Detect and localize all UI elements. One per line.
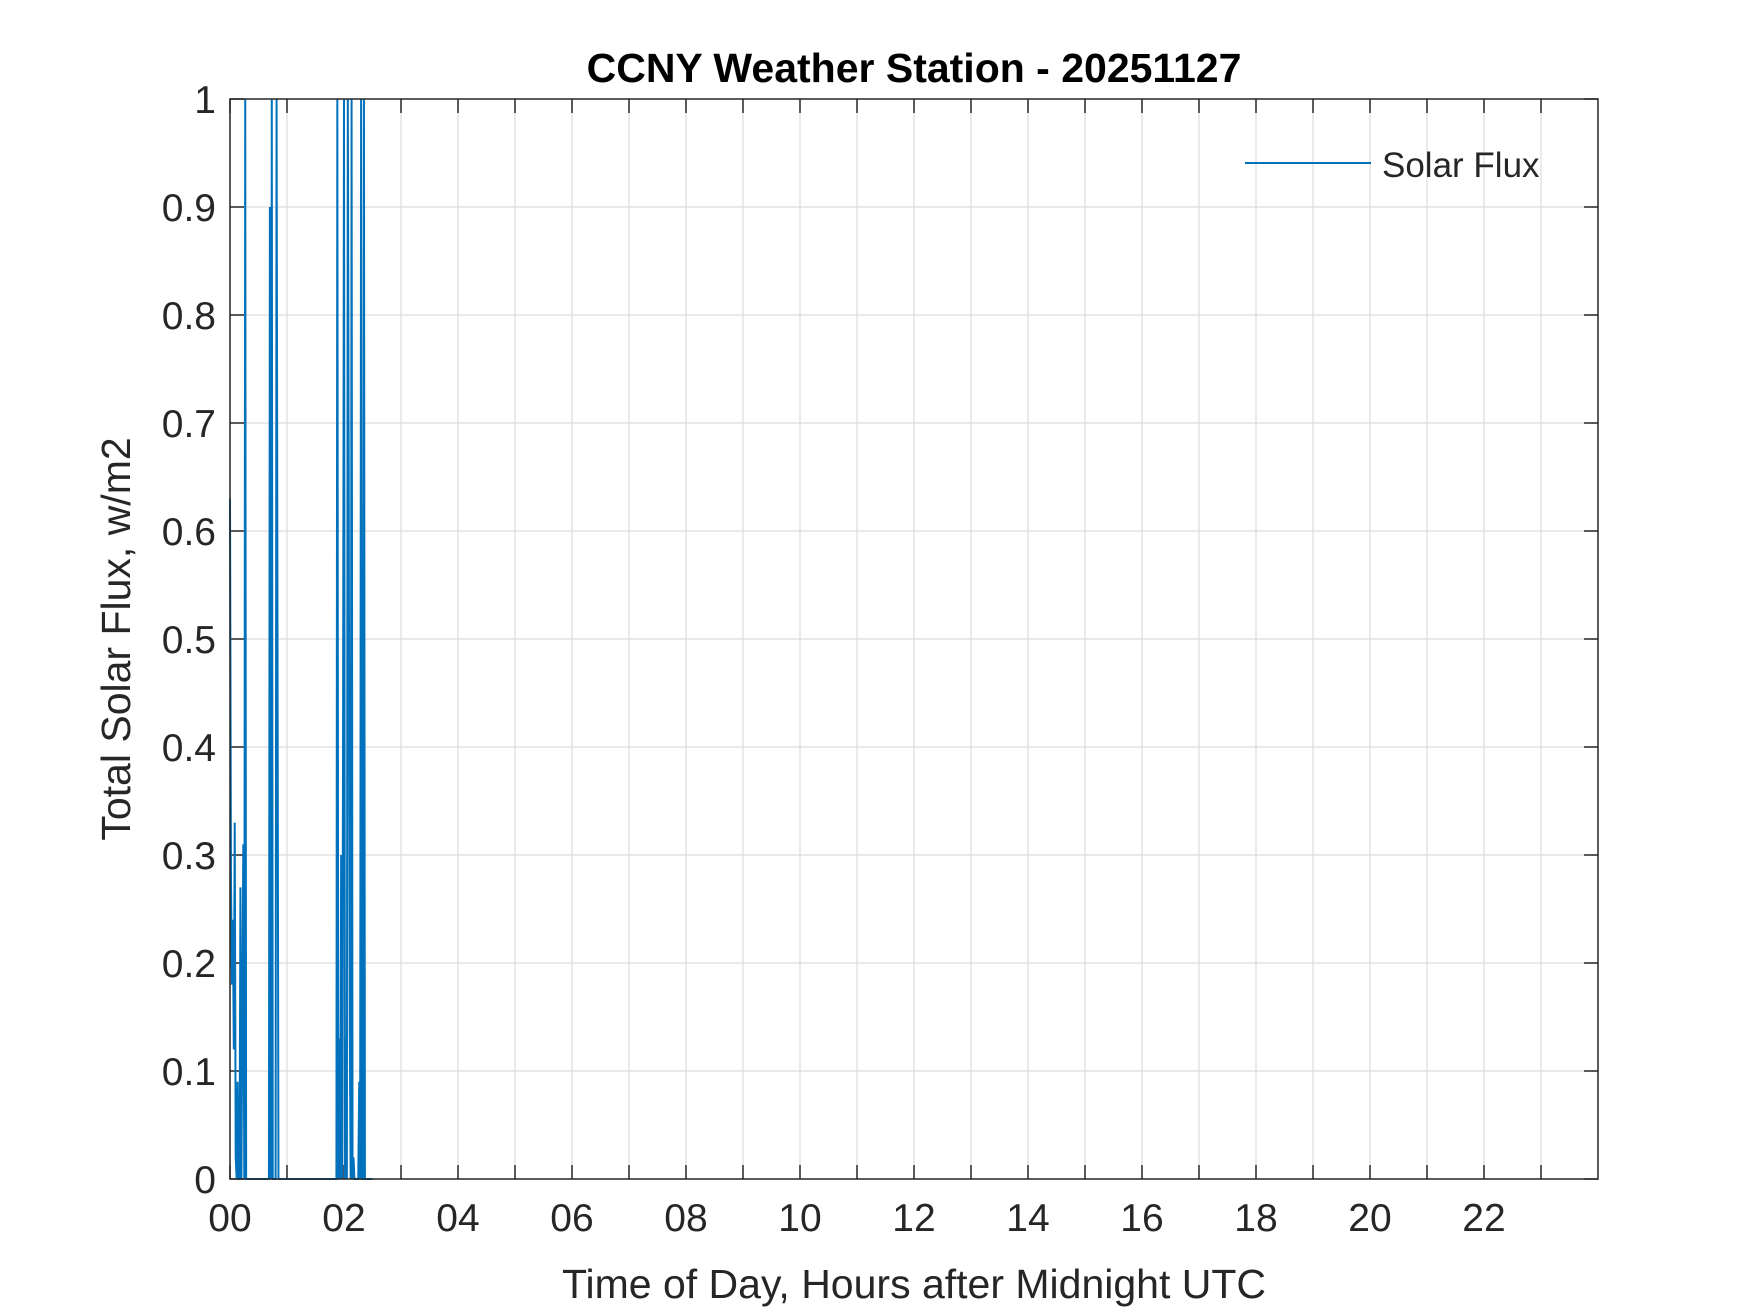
chart-title: CCNY Weather Station - 20251127 [587, 45, 1242, 91]
x-tick-label: 00 [208, 1197, 251, 1240]
x-tick-label: 20 [1348, 1197, 1391, 1240]
y-tick-label: 1 [194, 79, 216, 122]
x-tick-label: 12 [892, 1197, 935, 1240]
x-tick-label: 14 [1006, 1197, 1049, 1240]
y-tick-label: 0.3 [162, 835, 216, 878]
x-tick-label: 22 [1462, 1197, 1505, 1240]
axis-ticks [229, 98, 1598, 1180]
y-tick-label: 0 [194, 1159, 216, 1202]
grid-lines [229, 99, 1598, 1179]
y-axis-label: Total Solar Flux, w/m2 [93, 437, 139, 840]
x-tick-label: 18 [1234, 1197, 1277, 1240]
y-tick-label: 0.5 [162, 619, 216, 662]
x-tick-label: 16 [1120, 1197, 1163, 1240]
x-tick-label: 10 [778, 1197, 821, 1240]
x-axis-label: Time of Day, Hours after Midnight UTC [562, 1261, 1266, 1307]
legend: Solar Flux [1245, 146, 1540, 185]
x-tick-labels: 00 02 04 06 08 10 12 14 16 18 20 22 [208, 1197, 1505, 1240]
y-tick-label: 0.2 [162, 943, 216, 986]
y-tick-labels: 0 0.1 0.2 0.3 0.4 0.5 0.6 0.7 0.8 0.9 1 [162, 79, 216, 1202]
axes-box [229, 98, 1599, 1180]
y-tick-label: 0.1 [162, 1051, 216, 1094]
y-tick-label: 0.6 [162, 511, 216, 554]
x-tick-label: 08 [664, 1197, 707, 1240]
x-tick-label: 02 [322, 1197, 365, 1240]
y-tick-label: 0.4 [162, 727, 216, 770]
y-tick-label: 0.9 [162, 187, 216, 230]
legend-label-solar-flux: Solar Flux [1382, 146, 1540, 185]
x-tick-label: 04 [436, 1197, 479, 1240]
x-tick-label: 06 [550, 1197, 593, 1240]
plot-area [229, 98, 1599, 1180]
y-tick-label: 0.7 [162, 403, 216, 446]
y-tick-label: 0.8 [162, 295, 216, 338]
